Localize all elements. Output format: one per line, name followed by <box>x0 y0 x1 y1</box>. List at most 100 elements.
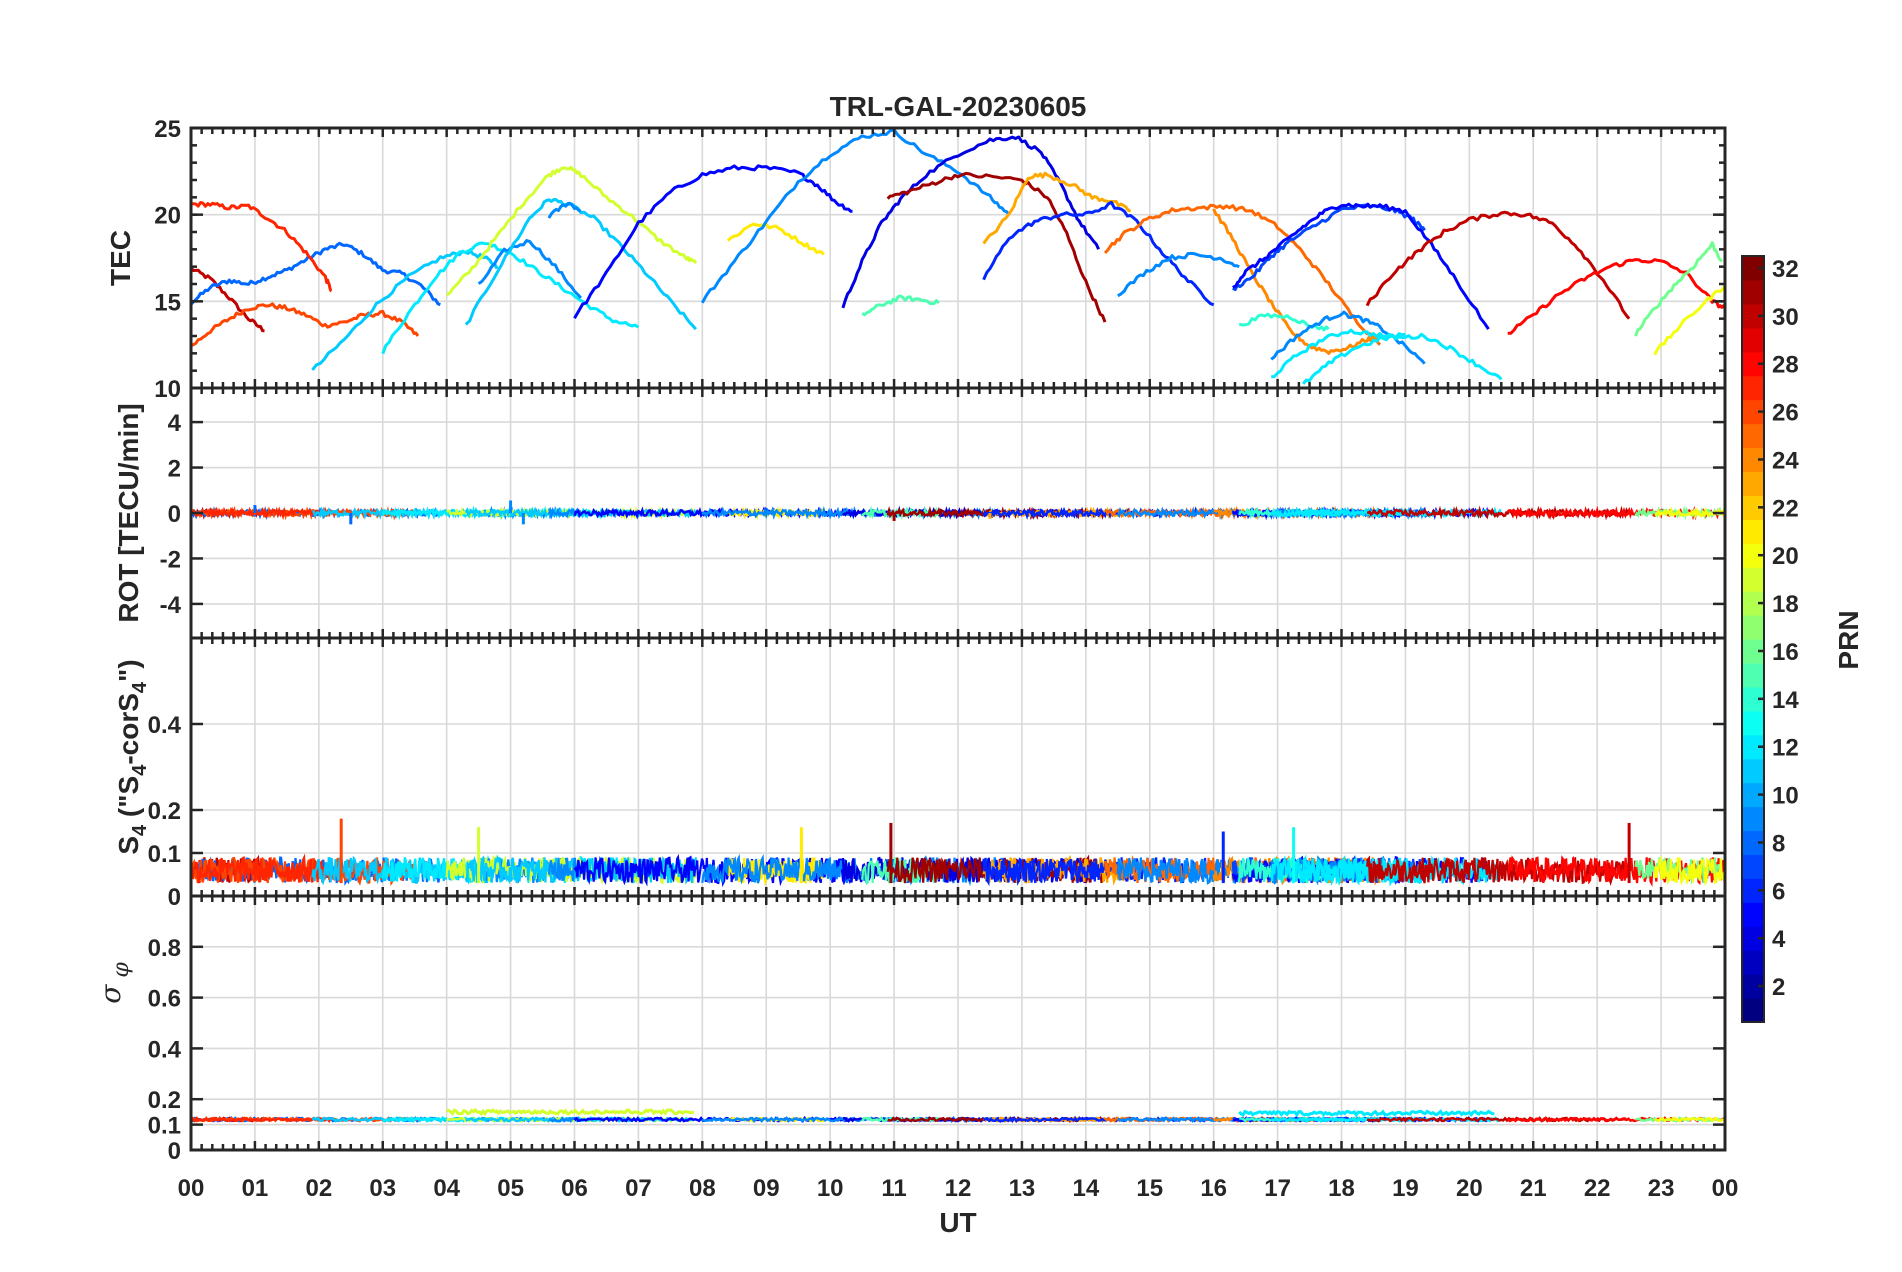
colorbar-tick-label: 10 <box>1772 783 1799 810</box>
tec-series-prn-23 <box>982 171 1132 245</box>
x-tick-label: 07 <box>625 1175 652 1202</box>
colorbar-segment <box>1742 782 1764 808</box>
data-tec <box>189 128 1727 385</box>
y-axis-label-tec: TEC <box>105 230 136 286</box>
x-tick-label: 09 <box>753 1175 780 1202</box>
tec-series-prn-9 <box>477 239 583 299</box>
colorbar-tick-label: 24 <box>1772 447 1799 474</box>
y-tick-label: 25 <box>154 116 181 143</box>
panel-s4: 00.10.20.4S4 ("S4-corS4") <box>113 636 1727 911</box>
colorbar-segment <box>1742 758 1764 784</box>
colorbar-segment <box>1742 279 1764 305</box>
colorbar-tick-label: 2 <box>1772 974 1785 1001</box>
colorbar-segment <box>1742 734 1764 760</box>
y-tick-label: 0.8 <box>148 935 181 962</box>
colorbar-tick-label: 8 <box>1772 830 1785 857</box>
x-tick-label: 11 <box>881 1175 906 1202</box>
y-tick-label: 0 <box>168 1138 181 1165</box>
colorbar-segment <box>1742 375 1764 401</box>
rot-series-prn-28 <box>1506 505 1726 521</box>
x-tick-label: 03 <box>369 1175 396 1202</box>
x-tick-label: 15 <box>1136 1175 1163 1202</box>
tec-series-prn-12 <box>381 241 640 355</box>
s4-series-prn-9 <box>547 857 582 882</box>
tec-series-prn-24 <box>1212 208 1381 355</box>
sigma-series-prn-27 <box>190 1116 333 1123</box>
colorbar-segment <box>1742 639 1764 664</box>
x-tick-label: 16 <box>1200 1175 1227 1202</box>
y-axis-label-part: S <box>113 836 144 855</box>
colorbar-tick-label: 14 <box>1772 687 1799 714</box>
tec-series-prn-21 <box>726 222 825 256</box>
tec-series-prn-20 <box>1653 284 1727 356</box>
tec-series-prn-31 <box>886 171 1107 323</box>
colorbar-segment <box>1742 662 1764 688</box>
colorbar-frame <box>1741 255 1765 1023</box>
data-sigma_phi <box>190 1107 1726 1124</box>
rot-series-prn-20 <box>1654 506 1726 520</box>
tec-series-prn-28 <box>1507 258 1727 335</box>
y-tick-label: 4 <box>168 410 182 437</box>
y-axis-label-part: σ <box>94 984 127 1004</box>
x-tick-label: 10 <box>817 1175 844 1202</box>
tec-series-prn-19 <box>445 165 698 297</box>
x-tick-label: 21 <box>1520 1175 1547 1202</box>
x-tick-label: 01 <box>242 1175 269 1202</box>
tec-series-prn-25 <box>1103 203 1382 346</box>
colorbar-segment <box>1742 830 1764 856</box>
x-tick-label: 05 <box>497 1175 524 1202</box>
colorbar-segment <box>1742 615 1764 640</box>
colorbar-segment <box>1742 543 1764 568</box>
y-axis-label-s4: S4 ("S4-corS4") <box>113 659 151 854</box>
colorbar-segment <box>1742 567 1764 592</box>
y-axis-label-sigma: σ φ <box>94 962 134 1004</box>
rot-series-prn-27 <box>189 506 331 521</box>
x-tick-label: 02 <box>305 1175 332 1202</box>
s4-series-prn-20 <box>1653 855 1726 886</box>
x-tick-label: 20 <box>1456 1175 1483 1202</box>
colorbar-tick-label: 12 <box>1772 735 1799 762</box>
colorbar-segment <box>1742 710 1764 736</box>
x-tick-label: 06 <box>561 1175 588 1202</box>
colorbar-tick-label: 26 <box>1772 400 1799 427</box>
colorbar-segment <box>1742 447 1764 473</box>
colorbar-tick-label: 28 <box>1772 352 1799 379</box>
colorbar-tick-label: 32 <box>1772 256 1799 283</box>
tec-series-prn-9 <box>700 128 1011 304</box>
colorbar-tick-label: 30 <box>1772 304 1799 331</box>
tec-series-prn-14 <box>1238 312 1330 332</box>
y-tick-label: 0 <box>168 884 181 911</box>
colorbar-segment <box>1742 926 1764 951</box>
tec-series-prn-9 <box>1117 251 1240 298</box>
x-tick-label: 18 <box>1328 1175 1355 1202</box>
x-tick-label: 23 <box>1648 1175 1675 1202</box>
y-axis-label-rot: ROT [TECU/min] <box>113 403 144 622</box>
colorbar-segment <box>1742 351 1764 377</box>
tec-series-prn-4 <box>841 135 1100 309</box>
x-tick-label: 00 <box>1712 1175 1739 1202</box>
colorbar-segment <box>1742 686 1764 712</box>
colorbar-segment <box>1742 806 1764 832</box>
x-tick-label: 00 <box>178 1175 205 1202</box>
colorbar-segment <box>1742 950 1764 975</box>
y-tick-label: -4 <box>160 592 182 619</box>
tec-series-prn-30 <box>1365 210 1631 320</box>
tec-series-prn-27 <box>190 201 333 293</box>
y-tick-label: 10 <box>154 376 181 403</box>
y-tick-label: 0.6 <box>148 986 181 1013</box>
colorbar-segment <box>1742 878 1764 903</box>
tec-series-prn-16 <box>1634 241 1723 337</box>
x-tick-label: 12 <box>945 1175 972 1202</box>
panel-rot: -4 -2 0 2 4 ROT [TECU/min] <box>113 386 1727 640</box>
tec-series-prn-5 <box>573 164 853 319</box>
x-tick-label: 08 <box>689 1175 716 1202</box>
colorbar-segment <box>1742 256 1764 281</box>
colorbar-tick-label: 16 <box>1772 639 1799 666</box>
panel-tec: 15 20 25 10 TEC <box>105 116 1727 403</box>
tec-series-prn-11 <box>464 198 698 331</box>
x-tick-label: 19 <box>1392 1175 1419 1202</box>
tec-series-prn-26 <box>190 302 420 348</box>
